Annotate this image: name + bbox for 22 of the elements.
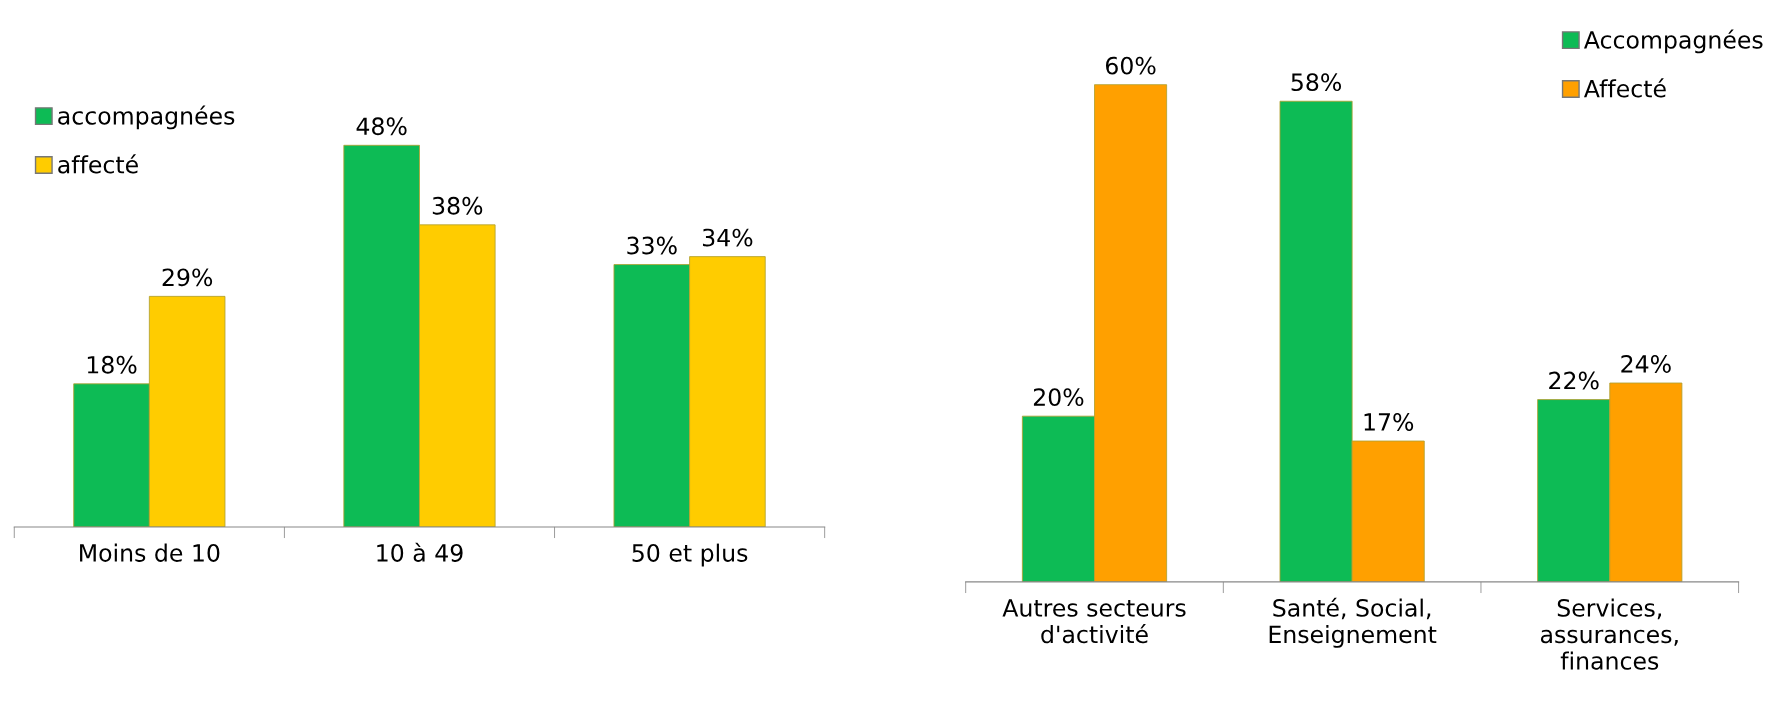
legend-label: Affecté [1583,78,1666,98]
data-label: 24% [1621,355,1671,373]
x-tick-label: 50 et plus [632,543,748,567]
data-label: 58% [1291,73,1342,92]
x-tick-label: Autres secteurs d'activité [1002,599,1186,644]
legend-label: Accompagnées [1583,29,1763,54]
data-label: 48% [356,117,407,136]
legend-label: accompagnées [58,105,235,130]
x-tick-label: Moins de 10 [80,543,220,562]
x-tick-label: Santé, Social, Enseignement [1269,597,1437,648]
data-label: 60% [1105,56,1156,75]
data-label: 29% [162,268,213,287]
data-label: 18% [87,355,137,374]
data-label: 22% [1549,371,1599,390]
data-label: 38% [432,196,483,215]
data-label: 33% [627,236,677,255]
x-tick-label: 10 à 49 [377,542,463,562]
data-label: 20% [1033,388,1084,407]
data-label: 34% [702,228,753,247]
legend-label: affecté [58,154,138,174]
x-tick-label: Services, assurances, finances [1540,598,1678,670]
data-label: 17% [1364,413,1414,431]
